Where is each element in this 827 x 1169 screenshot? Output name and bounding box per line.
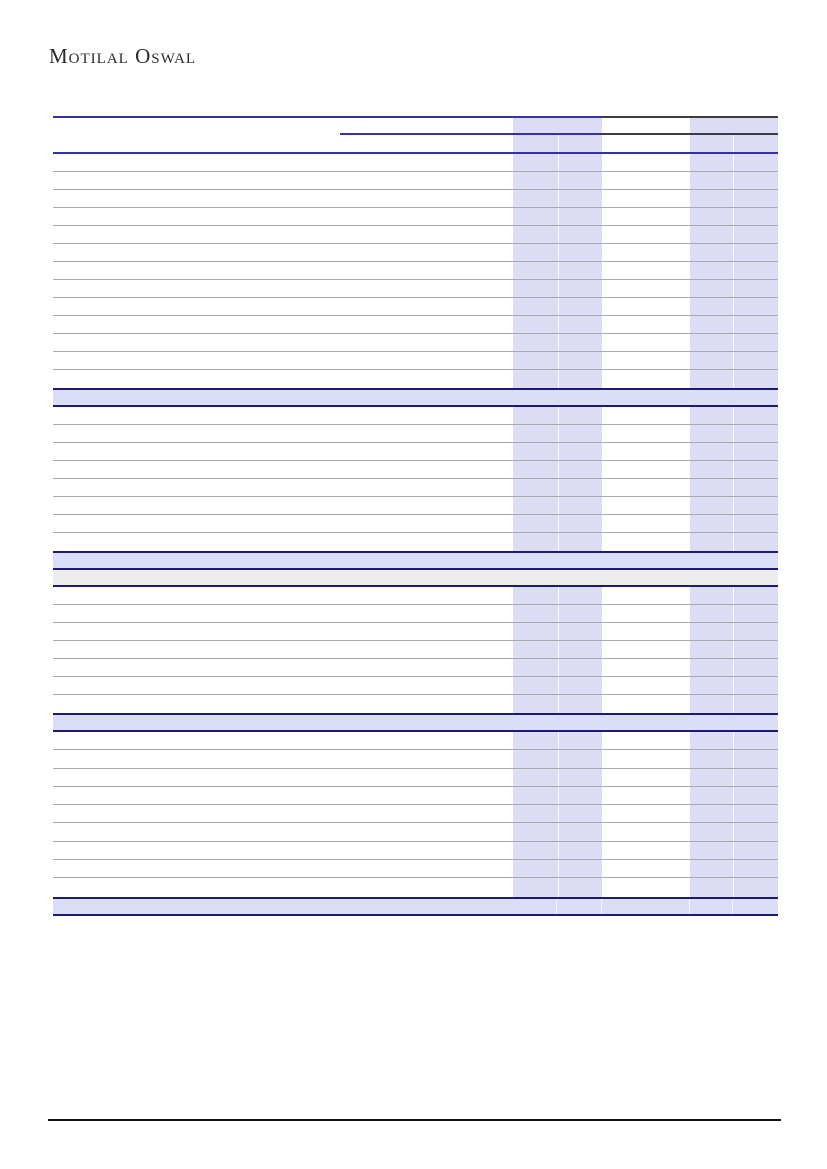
table-row bbox=[53, 641, 778, 659]
table-row bbox=[53, 515, 778, 533]
table-rows bbox=[53, 116, 778, 916]
financials-table bbox=[53, 116, 778, 916]
table-row bbox=[53, 769, 778, 787]
table-row bbox=[53, 443, 778, 461]
band-column-divider bbox=[558, 135, 559, 916]
table-row bbox=[53, 659, 778, 677]
table-row bbox=[53, 842, 778, 861]
table-row bbox=[53, 208, 778, 226]
highlight-column-band-left bbox=[513, 118, 602, 916]
table-row bbox=[53, 732, 778, 751]
table-row bbox=[53, 860, 778, 879]
footer-rule bbox=[48, 1119, 781, 1121]
header-rule-top bbox=[53, 116, 778, 118]
table-row bbox=[53, 154, 778, 172]
table-row bbox=[53, 623, 778, 641]
band-column-divider bbox=[733, 135, 734, 916]
table-row bbox=[53, 316, 778, 334]
section-divider-row bbox=[53, 388, 778, 407]
table-header-row bbox=[53, 118, 778, 133]
header-rule-bottom bbox=[53, 152, 778, 154]
table-row bbox=[53, 334, 778, 352]
table-row bbox=[53, 878, 778, 896]
table-row bbox=[53, 172, 778, 190]
table-row bbox=[53, 190, 778, 208]
table-row bbox=[53, 587, 778, 605]
table-header-row bbox=[53, 135, 778, 152]
highlight-column-band-right bbox=[690, 118, 778, 916]
table-row bbox=[53, 479, 778, 497]
table-row bbox=[53, 695, 778, 713]
table-row bbox=[53, 677, 778, 695]
table-row bbox=[53, 533, 778, 551]
table-row bbox=[53, 787, 778, 806]
table-row bbox=[53, 262, 778, 280]
table-row bbox=[53, 823, 778, 842]
motilal-oswal-logo: Motilal Oswal bbox=[49, 44, 197, 68]
table-row bbox=[53, 352, 778, 370]
header-rule-mid bbox=[340, 133, 778, 135]
table-row bbox=[53, 497, 778, 515]
table-row bbox=[53, 407, 778, 425]
table-row bbox=[53, 461, 778, 479]
highlight-row-lavender bbox=[53, 551, 778, 570]
table-row bbox=[53, 244, 778, 262]
table-row bbox=[53, 298, 778, 316]
table-row bbox=[53, 425, 778, 443]
section-divider-row bbox=[53, 713, 778, 732]
total-row bbox=[53, 896, 778, 916]
table-row bbox=[53, 750, 778, 769]
table-row bbox=[53, 280, 778, 298]
highlight-row-gray bbox=[53, 570, 778, 587]
table-row bbox=[53, 805, 778, 824]
table-row bbox=[53, 370, 778, 388]
table-row bbox=[53, 605, 778, 623]
table-row bbox=[53, 226, 778, 244]
